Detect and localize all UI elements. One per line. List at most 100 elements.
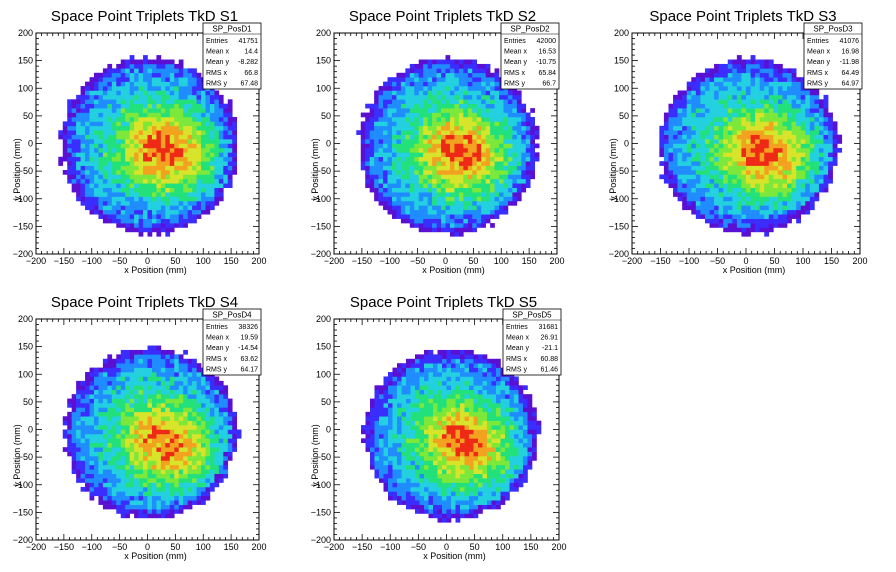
heatmap-bin (85, 416, 90, 421)
x-tick-label: −200 (26, 256, 46, 266)
heatmap-bin (682, 174, 688, 180)
heatmap-bin (183, 152, 188, 158)
heatmap-bin (530, 147, 535, 153)
heatmap-bin (129, 183, 135, 188)
heatmap-bin (178, 121, 184, 127)
heatmap-bin (736, 139, 742, 144)
heatmap-bin (120, 420, 126, 426)
heatmap-bin (463, 103, 469, 109)
heatmap-bin (796, 130, 802, 135)
heatmap-bin (218, 174, 224, 180)
heatmap-bin (147, 442, 153, 448)
heatmap-bin (405, 134, 411, 140)
heatmap-bin (93, 183, 99, 188)
heatmap-bin (378, 183, 384, 188)
heatmap-bin (677, 196, 683, 202)
heatmap-bin (174, 112, 180, 118)
heatmap-bin (714, 187, 719, 193)
heatmap-bin (418, 68, 424, 74)
heatmap-bin (151, 398, 157, 404)
heatmap-bin (832, 121, 838, 127)
heatmap-bin (218, 183, 224, 188)
heatmap-bin (143, 385, 148, 391)
heatmap-bin (400, 178, 406, 184)
heatmap-bin (116, 108, 122, 113)
heatmap-bin (365, 139, 370, 144)
heatmap-bin (160, 156, 166, 162)
heatmap-bin (369, 156, 375, 162)
heatmap-bin (467, 103, 473, 109)
heatmap-bin (773, 90, 779, 96)
heatmap-bin (449, 134, 455, 140)
heatmap-bin (659, 139, 665, 144)
heatmap-bin (755, 108, 760, 113)
heatmap-bin (409, 214, 415, 219)
heatmap-bin (800, 165, 806, 171)
heatmap-bin (169, 116, 175, 122)
heatmap-bin (187, 200, 193, 206)
heatmap-bin (463, 121, 469, 127)
heatmap-bin (151, 178, 157, 184)
heatmap-bin (507, 121, 513, 127)
heatmap-bin (98, 425, 104, 430)
heatmap-bin (764, 143, 770, 149)
heatmap-bin (98, 376, 104, 382)
heatmap-bin (378, 196, 384, 202)
heatmap-bin (704, 99, 710, 105)
heatmap-bin (800, 152, 806, 158)
heatmap-bin (436, 103, 442, 109)
heatmap-bin (485, 63, 491, 69)
heatmap-bin (432, 170, 437, 175)
heatmap-bin (467, 112, 473, 118)
heatmap-bin (454, 63, 460, 69)
heatmap-bin (414, 147, 420, 153)
heatmap-bin (423, 112, 428, 118)
heatmap-bin (695, 183, 701, 188)
heatmap-bin (116, 460, 122, 466)
heatmap-bin (120, 134, 126, 140)
heatmap-bin (736, 125, 742, 131)
y-axis-label: y Position (mm) (310, 138, 320, 201)
heatmap-bin (120, 205, 126, 211)
heatmap-bin (138, 174, 144, 180)
heatmap-bin (218, 156, 224, 162)
heatmap-bin (516, 183, 522, 188)
heatmap-bin (196, 156, 202, 162)
x-axis-label: x Position (mm) (723, 265, 786, 275)
heatmap-bin (183, 183, 188, 188)
heatmap-bin (169, 121, 175, 127)
heatmap-bin (796, 81, 802, 87)
heatmap-bin (441, 147, 446, 153)
heatmap-bin (727, 218, 733, 224)
heatmap-bin (129, 170, 135, 175)
heatmap-bin (138, 196, 144, 202)
heatmap-bin (120, 504, 126, 510)
heatmap-bin (383, 94, 388, 100)
heatmap-bin (409, 134, 415, 140)
heatmap-bin (76, 147, 81, 153)
heatmap-bin (192, 86, 197, 91)
heatmap-bin (93, 394, 99, 399)
heatmap-bin (445, 103, 451, 109)
heatmap-bin (755, 165, 760, 171)
heatmap-bin (809, 187, 815, 193)
heatmap-bin (503, 121, 509, 127)
heatmap-bin (369, 147, 375, 153)
heatmap-bin (151, 469, 157, 474)
heatmap-bin (143, 398, 148, 404)
heatmap-bin (414, 72, 420, 78)
heatmap-bin (85, 99, 90, 105)
heatmap-bin (151, 214, 157, 219)
heatmap-bin (709, 99, 715, 105)
heatmap-bin (759, 103, 765, 109)
heatmap-bin (116, 495, 122, 501)
heatmap-bin (427, 81, 433, 87)
heatmap-bin (773, 72, 779, 78)
heatmap-bin (463, 90, 469, 96)
heatmap-bin (120, 81, 126, 87)
heatmap-bin (764, 139, 770, 144)
heatmap-bin (183, 112, 188, 118)
heatmap-bin (427, 72, 433, 78)
heatmap-bin (85, 134, 90, 140)
heatmap-bin (147, 174, 153, 180)
